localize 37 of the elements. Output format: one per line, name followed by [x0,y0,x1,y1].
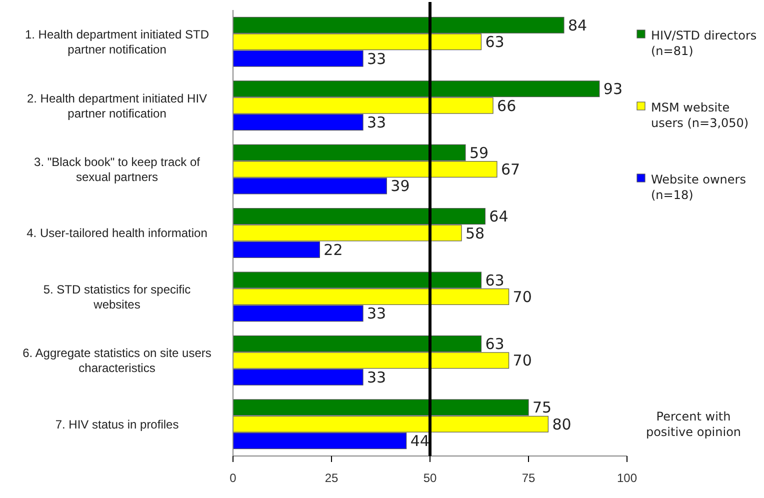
y-tick-label: 2. Health department initiated HIV partner notification [26,91,208,120]
x-tick-label: 0 [230,470,237,485]
y-tick-label: 6. Aggregate statistics on site users characteristics [22,346,212,376]
y-tick-label: 4. User-tailored health information [26,226,208,240]
data-label: 58 [466,224,485,242]
data-label: 64 [489,208,508,226]
data-label: 39 [390,177,410,196]
y-tick-label: 7. HIV status in profiles [55,417,179,432]
data-label: 22 [324,240,343,259]
data-label: 93 [603,80,623,98]
x-tick-label: 50 [423,470,437,485]
data-label: 59 [469,144,489,162]
data-label: 66 [497,96,516,115]
data-label: 63 [485,271,504,290]
data-label: 84 [568,16,588,34]
y-tick-label: 1. Health department initiated STD partner notification [24,28,210,57]
y-tick-label: 5. STD statistics for specific websites [43,282,191,312]
data-label: 33 [367,304,386,323]
legend-label: HIV/STD directors (n=81) [651,28,757,58]
legend-label: MSM website users (n=3,050) [651,100,749,130]
data-label: 33 [367,50,386,68]
data-label: 70 [512,288,532,306]
data-label: 80 [552,415,572,434]
data-label: 44 [410,432,430,450]
data-label: 63 [485,33,504,52]
data-label: 67 [500,160,520,179]
data-label: 33 [367,114,386,132]
data-label: 75 [532,398,552,417]
x-tick-label: 75 [522,470,536,485]
legend-label: Website owners (n=18) [651,172,746,202]
x-tick-label: 100 [616,470,638,485]
data-label: 33 [367,368,386,386]
y-tick-label: 3. "Black book" to keep track of sexual partners [34,154,201,184]
text: Percent with positive opinion [646,409,742,439]
data-label: 63 [485,334,504,353]
data-label: 70 [512,352,532,370]
x-tick-label: 25 [324,470,338,485]
